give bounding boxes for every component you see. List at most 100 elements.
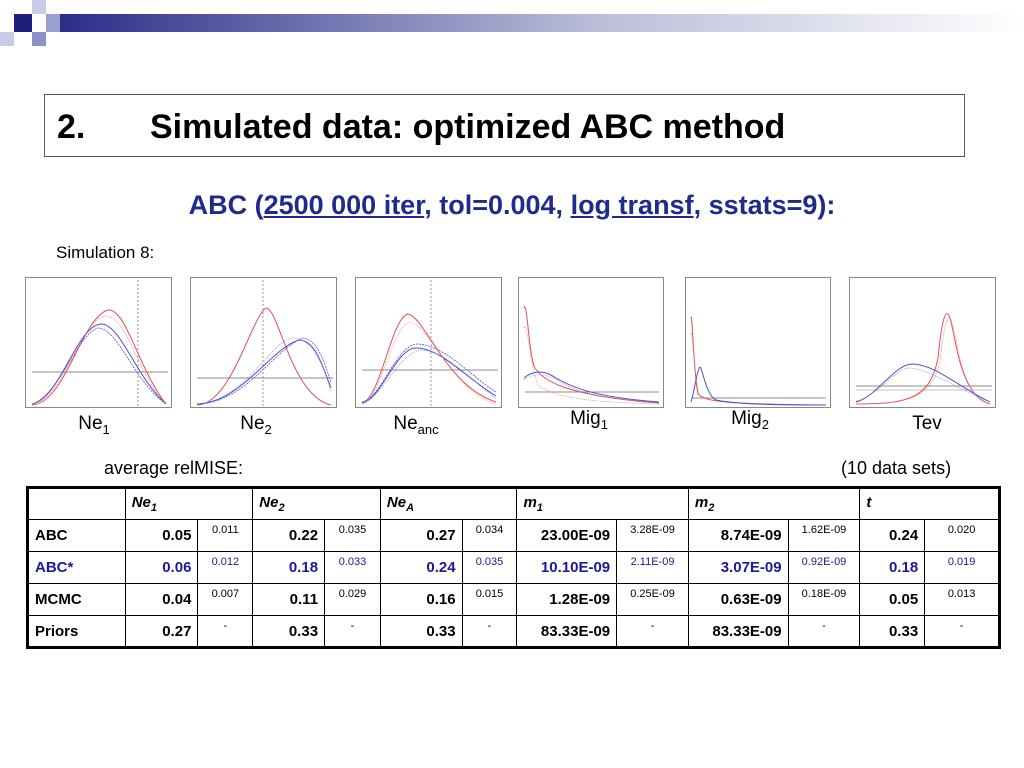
table-cell: 0.24 bbox=[379, 551, 463, 584]
plot-neanc-label-text: Ne bbox=[393, 413, 418, 434]
table-cell: 10.10E-09 bbox=[516, 551, 618, 584]
subtitle-prefix: ABC ( bbox=[188, 190, 264, 220]
table-cell: 0.27 bbox=[124, 615, 199, 648]
page-title: Simulated data: optimized ABC method bbox=[150, 108, 786, 146]
table-cell-sd: - bbox=[924, 615, 1000, 648]
plot-tev-curves bbox=[855, 313, 992, 405]
plot-tev bbox=[849, 277, 996, 408]
results-table: Ne1 Ne2 NeA m1 m2 t ABC 0.05 0.011 0.22 0.… bbox=[26, 486, 1001, 649]
datasets-label: (10 data sets) bbox=[841, 458, 952, 478]
table-cell: 0.11 bbox=[252, 583, 326, 616]
table-cell-sd: 0.035 bbox=[461, 551, 518, 584]
plot-neanc bbox=[355, 277, 502, 408]
table-cell: 0.06 bbox=[124, 551, 199, 584]
plot-ne2-label-sub: 2 bbox=[264, 421, 272, 437]
table-cell-sd: - bbox=[616, 615, 689, 648]
subtitle-tol: , tol=0.004, bbox=[424, 190, 571, 220]
plot-mig1 bbox=[518, 277, 664, 408]
table-cell-sd: 0.012 bbox=[197, 551, 254, 584]
header-decoration-band bbox=[0, 0, 1024, 46]
plot-ne2 bbox=[190, 277, 337, 408]
table-row: ABC* 0.06 0.012 0.18 0.033 0.24 0.035 10.10… bbox=[27, 551, 1000, 584]
table-cell: 0.18 bbox=[859, 551, 926, 584]
average-label: average relMISE: bbox=[104, 458, 244, 478]
plot-mig2-label-text: Mig bbox=[731, 408, 762, 429]
table-cell: 0.22 bbox=[252, 519, 326, 552]
table-header: Ne2 bbox=[252, 487, 381, 520]
table-cell: 0.33 bbox=[859, 615, 926, 648]
title-box: 2. Simulated data: optimized ABC method bbox=[44, 94, 965, 157]
table-cell-sd: 0.007 bbox=[197, 583, 254, 616]
table-row: ABC 0.05 0.011 0.22 0.035 0.27 0.034 23.00E… bbox=[27, 519, 1000, 552]
table-cell-sd: 0.033 bbox=[324, 551, 381, 584]
table-cell-sd: 0.029 bbox=[324, 583, 381, 616]
table-cell-sd: 3.28E-09 bbox=[616, 519, 689, 552]
table-cell: 0.33 bbox=[252, 615, 326, 648]
table-cell-sd: 2.11E-09 bbox=[616, 551, 689, 584]
table-header-row: Ne1 Ne2 NeA m1 m2 t bbox=[27, 487, 1000, 520]
table-cell-sd: - bbox=[461, 615, 518, 648]
table-cell-sd: 0.035 bbox=[324, 519, 381, 552]
subtitle-suffix: , sstats=9): bbox=[693, 190, 836, 220]
table-cell-sd: 0.019 bbox=[924, 551, 1000, 584]
table-cell: 23.00E-09 bbox=[516, 519, 618, 552]
table-cell: 0.05 bbox=[859, 583, 926, 616]
plot-ne1-label-text: Ne bbox=[78, 413, 103, 434]
subtitle: ABC (2500 000 iter, tol=0.004, log trans… bbox=[0, 190, 1024, 221]
subtitle-transf: log transf bbox=[570, 190, 694, 220]
title-number: 2. bbox=[57, 108, 86, 146]
plot-ne2-curves bbox=[196, 280, 333, 406]
simulation-label: Simulation 8: bbox=[56, 243, 155, 262]
plot-ne1-label: Ne1 bbox=[34, 413, 154, 437]
table-cell: 0.18 bbox=[252, 551, 326, 584]
row-name: ABC bbox=[27, 519, 126, 552]
table-cell: 0.27 bbox=[379, 519, 463, 552]
table-cell-sd: 0.011 bbox=[197, 519, 254, 552]
table-cell-sd: 0.25E-09 bbox=[616, 583, 689, 616]
table-cell: 0.33 bbox=[379, 615, 463, 648]
table-cell-sd: - bbox=[324, 615, 381, 648]
plot-neanc-curves bbox=[361, 280, 498, 406]
table-cell: 83.33E-09 bbox=[516, 615, 618, 648]
table-row: Priors 0.27- 0.33- 0.33- 83.33E-09- 83.3… bbox=[27, 615, 1000, 648]
table-cell: 8.74E-09 bbox=[687, 519, 789, 552]
header-decoration bbox=[0, 0, 1024, 46]
plot-ne2-label-text: Ne bbox=[240, 413, 265, 434]
table-cell: 3.07E-09 bbox=[687, 551, 789, 584]
plot-ne1-label-sub: 1 bbox=[102, 421, 110, 437]
plot-tev-label: Tev bbox=[867, 413, 987, 437]
plot-neanc-label: Neanc bbox=[356, 413, 476, 437]
table-cell-sd: 0.034 bbox=[461, 519, 518, 552]
table-cell-sd: - bbox=[197, 615, 254, 648]
table-cell: 0.63E-09 bbox=[687, 583, 789, 616]
plot-ne2-label: Ne2 bbox=[196, 413, 316, 437]
plot-ne1-curves bbox=[31, 280, 168, 406]
table-cell: 1.28E-09 bbox=[516, 583, 618, 616]
plot-mig2 bbox=[685, 277, 831, 408]
table-cell: 0.04 bbox=[124, 583, 199, 616]
table-header: Ne1 bbox=[124, 487, 254, 520]
row-name: Priors bbox=[27, 615, 126, 648]
plot-mig1-label-sub: 1 bbox=[600, 416, 608, 432]
row-name: MCMC bbox=[27, 583, 126, 616]
table-cell-sd: 0.020 bbox=[924, 519, 1000, 552]
plot-mig1-curves bbox=[523, 306, 660, 405]
table-row: MCMC 0.04 0.007 0.11 0.029 0.16 0.015 1.28E… bbox=[27, 583, 1000, 616]
plot-mig2-label-sub: 2 bbox=[761, 416, 769, 432]
plot-neanc-label-sub: anc bbox=[417, 421, 439, 437]
table-header: m2 bbox=[687, 487, 861, 520]
table-cell-sd: 1.62E-09 bbox=[787, 519, 861, 552]
table-cell-sd: 0.92E-09 bbox=[787, 551, 861, 584]
plot-mig1-label-text: Mig bbox=[570, 408, 601, 429]
table-cell: 0.05 bbox=[124, 519, 199, 552]
table-cell: 0.24 bbox=[859, 519, 926, 552]
plot-tev-label-text: Tev bbox=[912, 413, 942, 434]
plot-mig2-curves bbox=[690, 316, 827, 406]
table-cell: 83.33E-09 bbox=[687, 615, 789, 648]
table-cell-sd: - bbox=[787, 615, 861, 648]
plot-mig2-label: Mig2 bbox=[690, 408, 810, 432]
plot-mig1-label: Mig1 bbox=[529, 408, 649, 432]
table-cell: 0.16 bbox=[379, 583, 463, 616]
table-header: t bbox=[859, 487, 1000, 520]
table-cell-sd: 0.013 bbox=[924, 583, 1000, 616]
